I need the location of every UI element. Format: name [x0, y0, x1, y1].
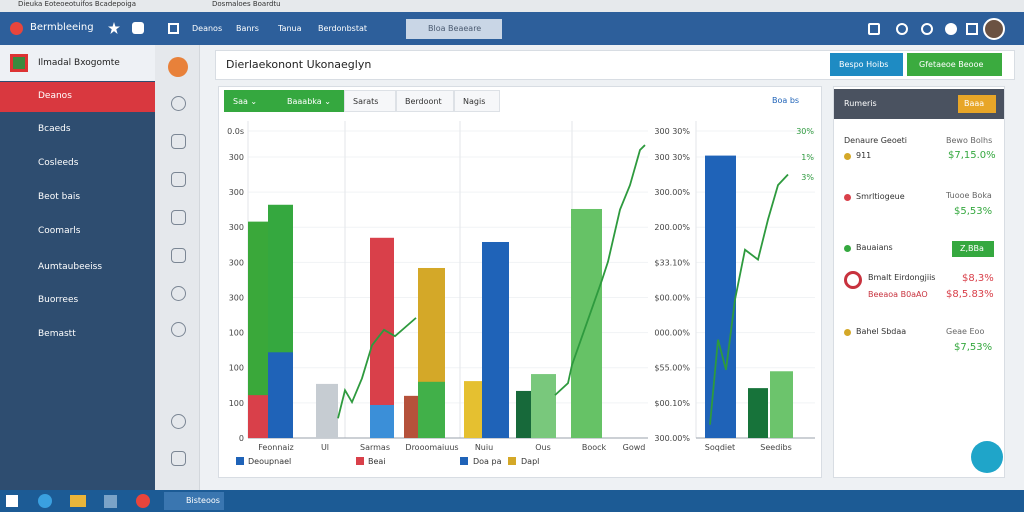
dot — [844, 329, 851, 336]
sidebar-item[interactable]: Beot bais — [38, 192, 81, 202]
chart-options[interactable]: Boa bs — [772, 96, 800, 105]
app-header: Bermbleeing Deanos Banrs Tanua Berdonbst… — [0, 12, 1024, 45]
chart-tab[interactable]: Berdoont — [396, 90, 454, 112]
star-icon[interactable] — [108, 22, 120, 34]
rail-logo[interactable] — [168, 57, 188, 77]
header-icon[interactable] — [868, 23, 880, 35]
row-value: $7,53% — [954, 342, 993, 353]
dot — [844, 245, 851, 252]
menu-icon[interactable] — [168, 23, 179, 34]
row-label: Bahel Sbdaa — [856, 327, 907, 336]
rail-icon[interactable] — [171, 96, 186, 111]
summary-header: Rumeris Baaa — [834, 89, 1004, 119]
rail-icon[interactable] — [171, 248, 186, 263]
sidebar-title: Ilmadal Bxogomte — [38, 58, 120, 68]
row-sub: Beeaoa B0aAO — [868, 290, 928, 299]
rail-icon[interactable] — [171, 134, 186, 149]
puzzle-icon[interactable] — [132, 22, 144, 34]
header-icon[interactable] — [921, 23, 933, 35]
rail-icon[interactable] — [171, 210, 186, 225]
task-app[interactable]: Bisteoos — [164, 492, 224, 510]
toolbar: Dierlaekonont Ukonaeglyn Bespo Hoibs Gfe… — [215, 50, 1015, 80]
chart-tab[interactable]: Saa ⌄ — [224, 90, 278, 112]
rail-icon[interactable] — [171, 414, 186, 429]
row-meta: $8,3% — [962, 273, 994, 284]
row-label: Denaure Geoeti — [844, 136, 907, 145]
logo — [10, 22, 23, 35]
row-meta: Geae Eoo — [946, 327, 985, 336]
row-value: $5,53% — [954, 206, 993, 217]
task-icon[interactable] — [70, 495, 86, 507]
dot — [844, 153, 851, 160]
avatar[interactable] — [983, 18, 1005, 40]
nav-item[interactable]: Berdonbstat — [318, 24, 368, 33]
chart-card — [218, 86, 822, 478]
fab[interactable] — [971, 441, 1003, 473]
nav-item[interactable]: Deanos — [192, 24, 223, 33]
sidebar-item[interactable]: Deanos — [0, 82, 155, 112]
nav-item[interactable]: Tanua — [278, 24, 302, 33]
row-value: $7,15.0% — [948, 150, 996, 161]
row-badge: Z,BBa — [952, 241, 994, 257]
browser-tab[interactable]: Dosmaloes Boardtu — [212, 0, 281, 8]
summary-title: Rumeris — [844, 99, 877, 108]
rail-icon[interactable] — [171, 172, 186, 187]
rail-icon[interactable] — [171, 322, 186, 337]
ring — [844, 271, 862, 289]
start-button[interactable] — [6, 495, 18, 507]
sidebar-item[interactable]: Aumtaubeeiss — [38, 262, 103, 272]
task-icon[interactable] — [136, 494, 150, 508]
summary-panel: Rumeris Baaa Denaure Geoeti Bewo Bolhs 9… — [833, 86, 1005, 478]
sidebar-item[interactable]: Coomarls — [38, 226, 81, 236]
sidebar-item[interactable]: Buorrees — [38, 295, 79, 305]
sidebar: Ilmadal Bxogomte Deanos Bcaeds Cosleeds … — [0, 45, 155, 490]
sidebar-logo — [10, 54, 28, 72]
rail-icon[interactable] — [171, 451, 186, 466]
nav-item[interactable]: Banrs — [236, 24, 259, 33]
search-box[interactable]: Bloa Beaeare — [406, 19, 502, 39]
tab-label: Baaabka — [287, 97, 322, 106]
row-meta: Tuooe Boka — [946, 191, 992, 200]
task-icon[interactable] — [38, 494, 52, 508]
toolbar-button[interactable]: Bespo Hoibs — [830, 53, 903, 76]
row-label: Smrltiogeue — [856, 192, 905, 201]
row-value: $8,5.83% — [946, 289, 994, 300]
toolbar-button[interactable]: Gfetaeoe Beooe — [907, 53, 1002, 76]
rail-icon[interactable] — [171, 286, 186, 301]
chart-tab[interactable]: Sarats — [344, 90, 396, 112]
sidebar-item[interactable]: Bemastt — [38, 329, 76, 339]
header-icon[interactable] — [945, 23, 957, 35]
taskbar: Bisteoos — [0, 490, 1024, 512]
row-label: Bmalt Eirdongjiis — [868, 273, 936, 282]
dot — [844, 194, 851, 201]
header-icon[interactable] — [966, 23, 978, 35]
summary-badge: Baaa — [958, 95, 996, 113]
row-meta: Bewo Bolhs — [946, 136, 993, 145]
browser-bar: Dieuka Eoteoeotuifos Bcadepoiga Dosmaloe… — [0, 0, 1024, 12]
task-icon[interactable] — [104, 495, 117, 508]
row-label: Bauaians — [856, 243, 893, 252]
app-name[interactable]: Bermbleeing — [30, 22, 94, 33]
chart-tab[interactable]: Baaabka ⌄ — [278, 90, 344, 112]
tab-label: Saa — [233, 97, 248, 106]
header-icon[interactable] — [896, 23, 908, 35]
row-sub: 911 — [856, 151, 872, 160]
browser-tab[interactable]: Dieuka Eoteoeotuifos Bcadepoiga — [18, 0, 136, 8]
sidebar-head: Ilmadal Bxogomte — [0, 45, 155, 81]
page-title: Dierlaekonont Ukonaeglyn — [226, 58, 372, 71]
sidebar-item[interactable]: Bcaeds — [38, 124, 71, 134]
sidebar-item[interactable]: Cosleeds — [38, 158, 79, 168]
chart-tab[interactable]: Nagis — [454, 90, 500, 112]
